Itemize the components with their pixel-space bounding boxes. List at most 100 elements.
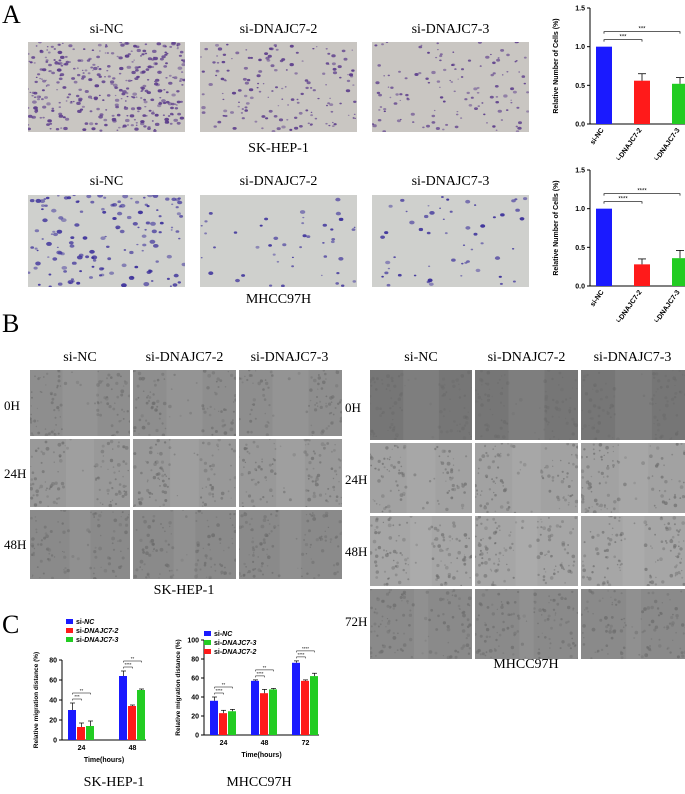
bar-si-nc-72	[292, 662, 300, 735]
panel-letter-c: C	[2, 610, 20, 639]
bar-si-dnajc7-3-24	[86, 726, 94, 740]
col-label-a1-dnajc7-2: si-DNAJC7-2	[239, 22, 318, 37]
y-tick-label: 100	[187, 638, 199, 645]
col-label-a2-dnajc7-3: si-DNAJC7-3	[411, 174, 490, 189]
transwell-image-mhcc97h-nc	[28, 195, 185, 287]
y-tick-label: 0.0	[575, 284, 585, 291]
x-axis-label: Time(hours)	[84, 757, 124, 764]
bar-si-dnajc7-3-72	[310, 676, 318, 735]
legend-suffix: DNAJC7-3	[222, 640, 256, 647]
significance-bracket	[214, 692, 224, 695]
bar-si-dnajc7-3	[672, 258, 685, 286]
significance-stars: ****	[215, 688, 222, 693]
col-label-a1-dnajc7-3: si-DNAJC7-3	[411, 22, 490, 37]
y-tick-label: 1.5	[575, 168, 585, 175]
stain-dots	[380, 196, 528, 287]
legend-suffix: DNAJC7-2	[222, 649, 256, 656]
wound-image	[475, 589, 578, 659]
caption-a-skhep1: SK-HEP-1	[248, 141, 309, 156]
significance-bracket	[72, 692, 91, 695]
x-tick-label: 48	[261, 740, 269, 747]
row-label-b-left-24h: 24H	[4, 466, 27, 481]
col-label-a2-nc: si-NC	[89, 174, 124, 189]
legend-prefix: si-	[76, 619, 85, 626]
stain-dots	[200, 197, 357, 287]
wound-texture	[133, 510, 236, 579]
significance-stars: **	[80, 688, 84, 693]
significance-bracket	[214, 686, 233, 689]
x-tick-label: 48	[129, 745, 137, 752]
wound-texture	[475, 516, 578, 586]
col-label-b-right-dnajc7-3: si-DNAJC7-3	[593, 350, 672, 365]
significance-bracket	[255, 675, 265, 678]
x-tick-label: si-DNAJC7-2	[614, 127, 644, 160]
legend-label: si-DNAJC7-3	[76, 637, 119, 644]
wound-image	[133, 510, 236, 579]
wound-texture	[239, 370, 342, 436]
significance-stars: ****	[297, 652, 304, 657]
significance-stars: ***	[638, 27, 646, 33]
significance-bracket	[296, 650, 315, 653]
significance-stars: **	[222, 682, 226, 687]
y-tick-label: 1.5	[575, 6, 585, 13]
significance-bracket	[603, 193, 681, 196]
wound-texture	[30, 370, 130, 436]
y-axis-label: Relative migration distance (%)	[175, 639, 182, 735]
y-tick-label: 0.0	[575, 122, 585, 129]
legend-prefix: si-	[76, 637, 85, 644]
bar-si-dnajc7-2-48	[260, 693, 268, 735]
stain-dots	[28, 42, 185, 132]
wound-image	[239, 370, 342, 436]
wound-image	[239, 439, 342, 507]
significance-stars: ****	[637, 189, 647, 195]
y-tick-label: 0.5	[575, 83, 585, 90]
legend-suffix: DNAJC7-3	[84, 637, 118, 644]
bar-si-dnajc7-2	[634, 80, 650, 124]
legend-label: si-NC	[214, 631, 233, 638]
y-tick-label: 20	[191, 714, 199, 721]
legend-swatch	[66, 637, 73, 642]
wound-image	[30, 510, 130, 579]
bar-si-dnajc7-2	[634, 264, 650, 286]
col-label-a2-dnajc7-2: si-DNAJC7-2	[239, 174, 318, 189]
wound-texture	[370, 516, 472, 586]
wound-texture	[239, 510, 342, 579]
bar-si-nc-48	[251, 680, 259, 735]
row-label-b-left-48h: 48H	[4, 537, 27, 552]
significance-bracket	[603, 201, 643, 204]
wound-image	[370, 443, 472, 513]
wound-texture	[581, 589, 685, 659]
col-label-a1-nc: si-NC	[89, 22, 124, 37]
legend-swatch	[204, 649, 211, 654]
row-label-b-right-24h: 24H	[345, 472, 368, 487]
stain-dots	[28, 195, 185, 287]
legend-prefix: si-	[214, 640, 223, 647]
stain-dots	[372, 42, 529, 132]
stain-dots	[200, 43, 357, 132]
col-label-b-left-nc: si-NC	[63, 350, 97, 365]
significance-stars: **	[131, 656, 135, 661]
bar-si-dnajc7-2-48	[128, 706, 136, 740]
chart-c2-migration-mhcc97h: 0 20 40 60 80 100 Relative migration distance …	[175, 631, 319, 759]
y-tick-label: 0	[195, 733, 199, 740]
wound-image	[30, 439, 130, 507]
wound-image	[370, 370, 472, 440]
wound-image	[581, 516, 685, 586]
bar-si-nc	[596, 208, 612, 286]
caption-b-mhcc97h: MHCC97H	[493, 657, 559, 672]
legend-suffix: NC	[84, 619, 95, 626]
legend-label: si-NC	[76, 619, 95, 626]
wound-texture	[370, 589, 472, 659]
x-tick-label: si-NC	[589, 289, 605, 308]
wound-texture	[475, 589, 578, 659]
significance-bracket	[296, 656, 306, 659]
bar-si-nc-24	[68, 710, 76, 740]
legend-swatch	[204, 640, 211, 645]
y-axis-label: Relative Number of Cells (%)	[553, 18, 560, 113]
row-label-b-left-0h: 0H	[4, 398, 20, 413]
bar-si-dnajc7-3-24	[228, 711, 236, 735]
y-tick-label: 1.0	[575, 206, 585, 213]
transwell-image-mhcc97h-dnajc7-2	[200, 195, 357, 287]
y-axis-label: Relative Number of Cells (%)	[553, 180, 560, 275]
legend-suffix: NC	[222, 631, 233, 638]
